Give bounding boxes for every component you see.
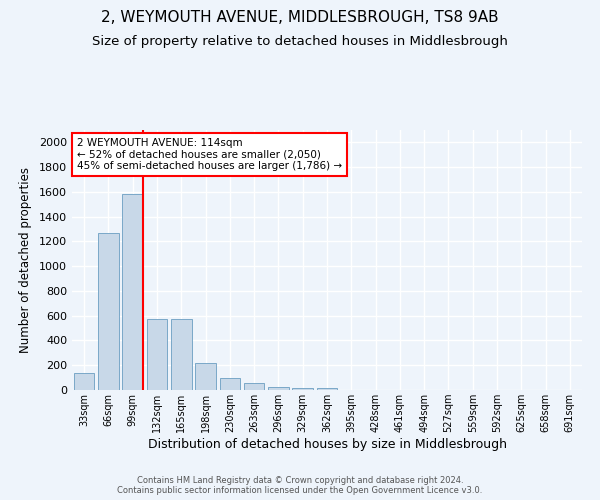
X-axis label: Distribution of detached houses by size in Middlesbrough: Distribution of detached houses by size …	[148, 438, 506, 451]
Bar	[171, 320, 191, 390]
Bar	[220, 378, 240, 390]
Text: Size of property relative to detached houses in Middlesbrough: Size of property relative to detached ho…	[92, 35, 508, 48]
Bar	[195, 363, 216, 390]
Bar	[317, 388, 337, 390]
Bar	[244, 383, 265, 390]
Bar	[74, 372, 94, 390]
Bar	[268, 387, 289, 390]
Bar	[98, 233, 119, 390]
Bar	[146, 320, 167, 390]
Y-axis label: Number of detached properties: Number of detached properties	[19, 167, 32, 353]
Text: Contains HM Land Registry data © Crown copyright and database right 2024.
Contai: Contains HM Land Registry data © Crown c…	[118, 476, 482, 495]
Bar	[122, 194, 143, 390]
Text: 2, WEYMOUTH AVENUE, MIDDLESBROUGH, TS8 9AB: 2, WEYMOUTH AVENUE, MIDDLESBROUGH, TS8 9…	[101, 10, 499, 25]
Bar	[292, 388, 313, 390]
Text: 2 WEYMOUTH AVENUE: 114sqm
← 52% of detached houses are smaller (2,050)
45% of se: 2 WEYMOUTH AVENUE: 114sqm ← 52% of detac…	[77, 138, 342, 171]
